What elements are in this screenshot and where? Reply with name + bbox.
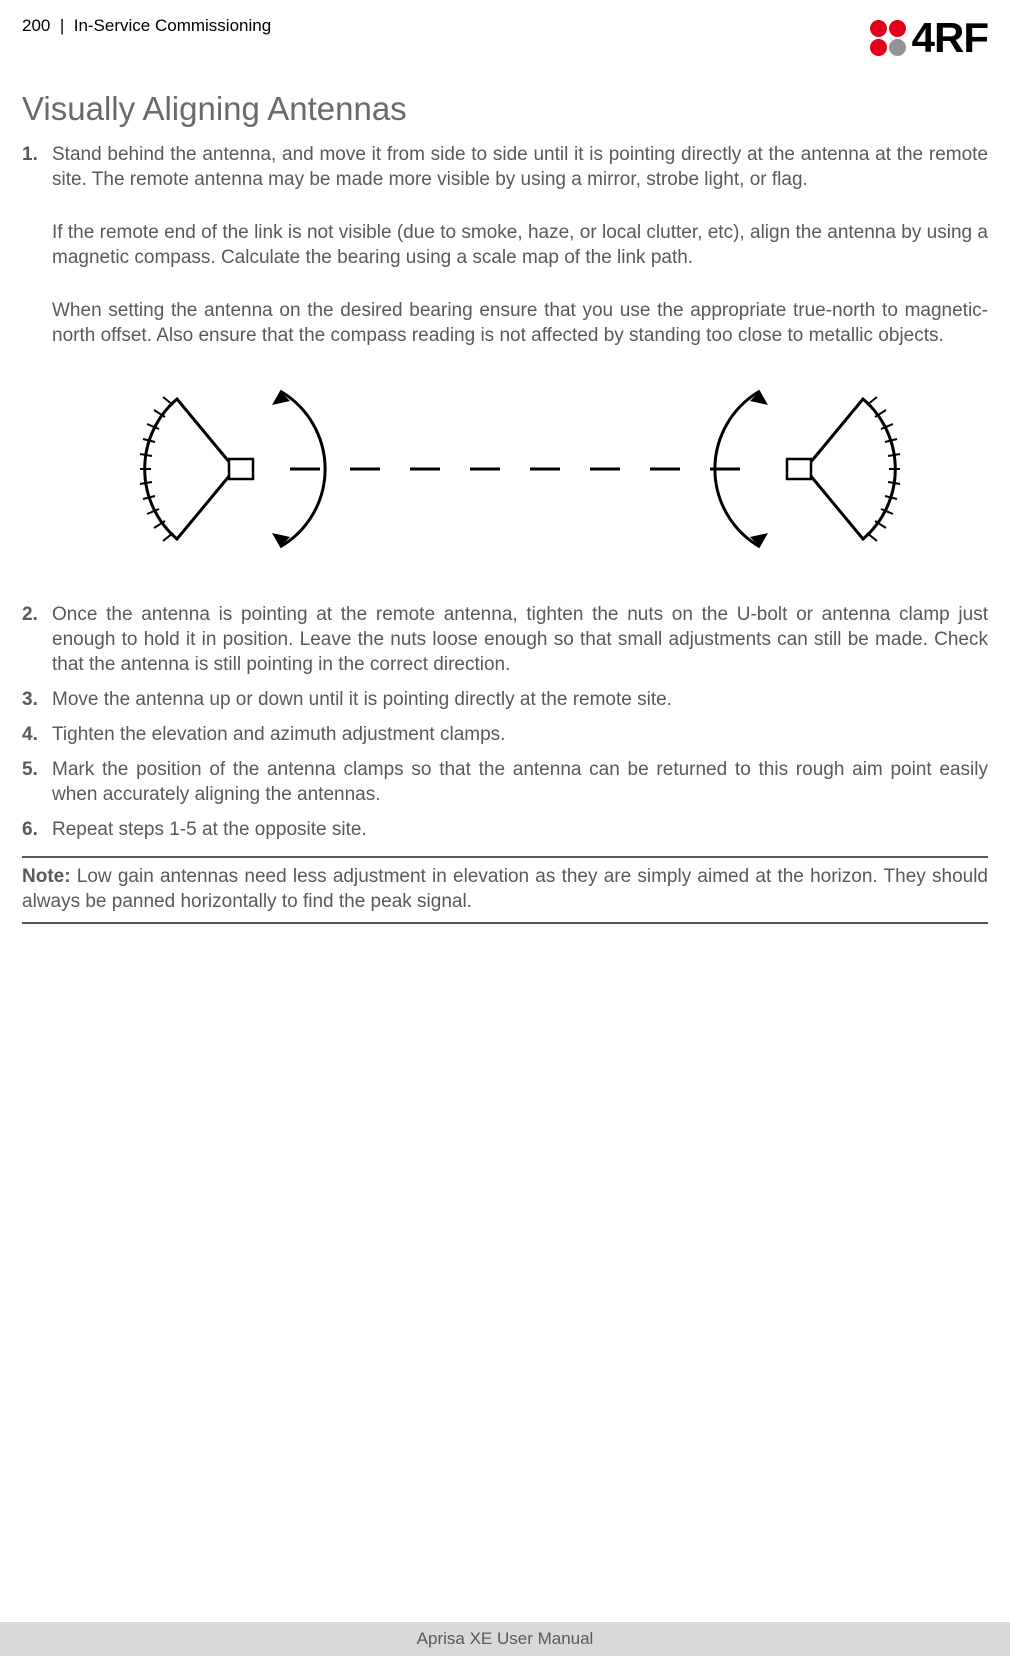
antenna-alignment-diagram: [52, 374, 988, 571]
step-1-para-a: If the remote end of the link is not vis…: [52, 220, 988, 270]
note-box: Note: Low gain antennas need less adjust…: [22, 856, 988, 924]
step-4-text: Tighten the elevation and azimuth adjust…: [52, 724, 505, 745]
step-4: Tighten the elevation and azimuth adjust…: [22, 722, 988, 747]
header: 200 | In-Service Commissioning 4RF: [22, 14, 988, 62]
logo-dots-icon: [870, 20, 906, 56]
step-2-text: Once the antenna is pointing at the remo…: [52, 604, 988, 675]
brand-logo: 4RF: [870, 14, 988, 62]
note-text: Low gain antennas need less adjustment i…: [22, 866, 988, 912]
logo-text: 4RF: [912, 14, 988, 62]
header-left: 200 | In-Service Commissioning: [22, 14, 271, 36]
steps-list: Stand behind the antenna, and move it fr…: [22, 142, 988, 842]
step-2: Once the antenna is pointing at the remo…: [22, 602, 988, 677]
page: 200 | In-Service Commissioning 4RF Visua…: [0, 0, 1010, 924]
page-title: Visually Aligning Antennas: [22, 90, 988, 128]
note-label: Note:: [22, 866, 71, 887]
step-1: Stand behind the antenna, and move it fr…: [22, 142, 988, 572]
step-5: Mark the position of the antenna clamps …: [22, 757, 988, 807]
step-3-text: Move the antenna up or down until it is …: [52, 689, 672, 710]
step-6: Repeat steps 1-5 at the opposite site.: [22, 817, 988, 842]
step-6-text: Repeat steps 1-5 at the opposite site.: [52, 819, 367, 840]
step-1-para-b: When setting the antenna on the desired …: [52, 298, 988, 348]
page-number: 200: [22, 16, 50, 35]
step-5-text: Mark the position of the antenna clamps …: [52, 759, 988, 805]
step-3: Move the antenna up or down until it is …: [22, 687, 988, 712]
header-sep: |: [55, 16, 69, 35]
header-section: In-Service Commissioning: [74, 16, 271, 35]
step-1-text: Stand behind the antenna, and move it fr…: [52, 144, 988, 190]
footer: Aprisa XE User Manual: [0, 1622, 1010, 1656]
